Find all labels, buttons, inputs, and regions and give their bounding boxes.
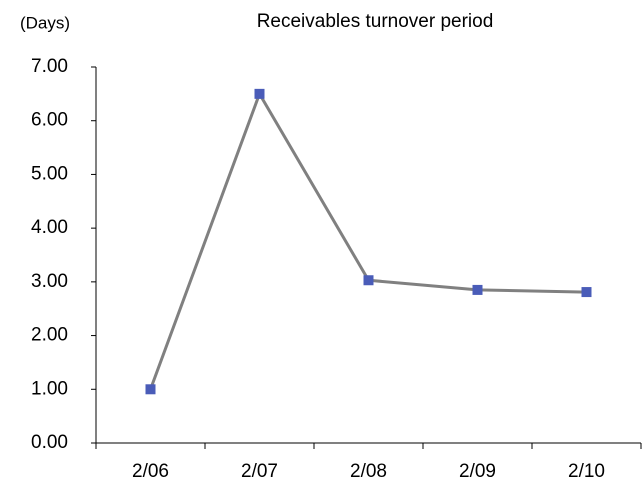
data-point (472, 284, 483, 295)
x-tick-label: 2/07 (241, 461, 278, 482)
data-point (363, 275, 374, 286)
series-line (149, 90, 587, 390)
y-tick-label: 4.00 (31, 217, 68, 238)
y-axis-label: (Days) (20, 13, 70, 32)
y-tick-label: 6.00 (31, 110, 68, 131)
x-tick-label: 2/09 (459, 461, 496, 482)
y-tick-label: 3.00 (31, 271, 68, 292)
y-tick-label: 5.00 (31, 163, 68, 184)
y-tick-label: 0.00 (31, 432, 68, 453)
x-tick-label: 2/06 (132, 461, 169, 482)
chart-title: Receivables turnover period (257, 11, 494, 32)
y-tick-label: 2.00 (31, 325, 68, 346)
data-point (581, 287, 592, 298)
y-tick-label: 7.00 (31, 56, 68, 77)
y-tick-label: 1.00 (31, 378, 68, 399)
data-point (145, 384, 156, 395)
x-tick-label: 2/10 (568, 461, 605, 482)
x-tick-label: 2/08 (350, 461, 387, 482)
data-point (254, 88, 265, 99)
